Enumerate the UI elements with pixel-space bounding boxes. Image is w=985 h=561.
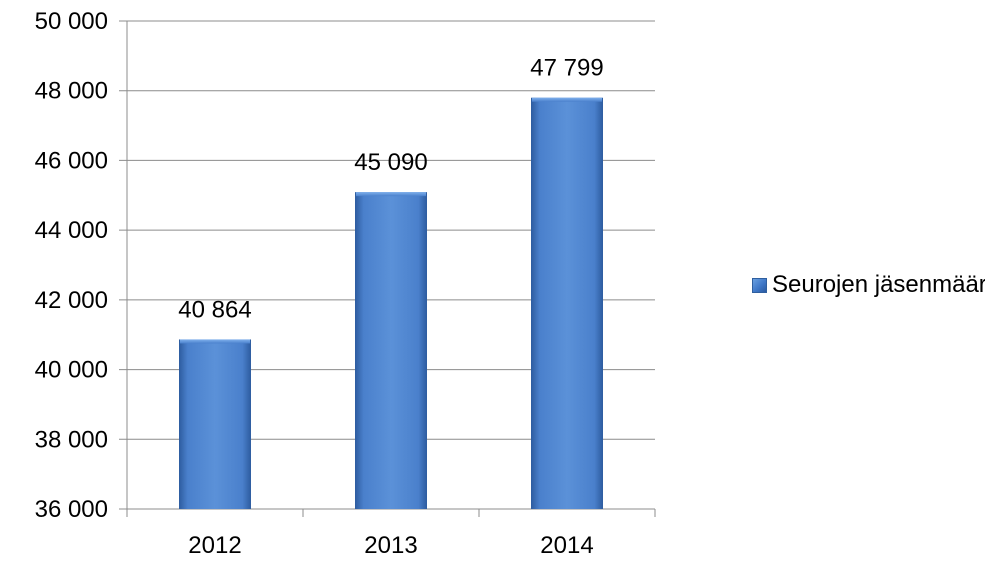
- y-tick-label: 40 000: [35, 357, 108, 384]
- legend: Seurojen jäsenmäärät: [752, 271, 985, 299]
- data-label: 47 799: [530, 55, 603, 82]
- data-label: 40 864: [178, 296, 251, 323]
- y-tick-label: 50 000: [35, 8, 108, 35]
- y-tick-label: 36 000: [35, 496, 108, 523]
- bars: [179, 97, 603, 510]
- y-tick-label: 48 000: [35, 78, 108, 105]
- bar-2013: [355, 192, 427, 510]
- bar-top-bevel: [532, 97, 602, 102]
- y-tick-label: 38 000: [35, 426, 108, 453]
- data-label: 45 090: [354, 149, 427, 176]
- bar-top-bevel: [356, 192, 426, 197]
- legend-swatch: [752, 277, 767, 293]
- legend-label: Seurojen jäsenmäärät: [772, 271, 985, 298]
- x-tick-label: 2013: [364, 532, 417, 559]
- bar-2014: [531, 97, 603, 509]
- bar-top-bevel: [180, 339, 250, 344]
- bar-2012: [179, 339, 251, 509]
- labels: 36 000 38 000 40 000 42 000 44 000 46 000 48 0…: [35, 8, 604, 559]
- x-tick-label: 2012: [188, 532, 241, 559]
- y-tick-label: 46 000: [35, 147, 108, 174]
- y-tick-label: 44 000: [35, 217, 108, 244]
- y-tick-label: 42 000: [35, 287, 108, 314]
- x-tick-label: 2014: [540, 532, 593, 559]
